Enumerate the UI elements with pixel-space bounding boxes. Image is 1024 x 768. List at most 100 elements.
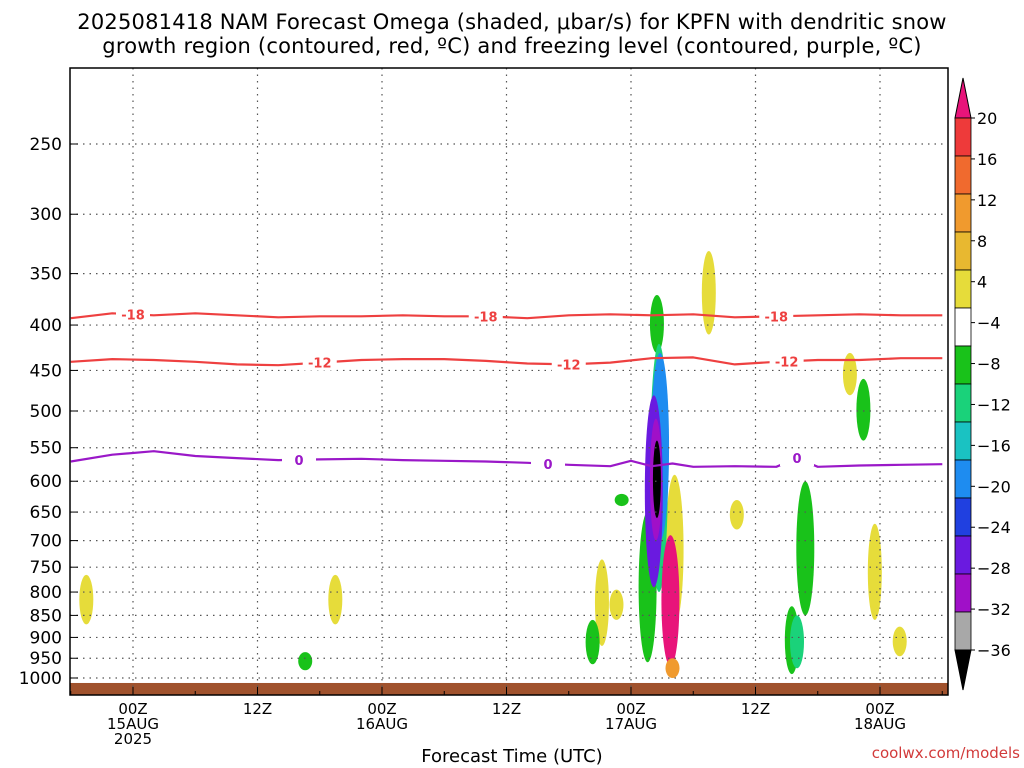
- colorbar-swatch: [954, 383, 972, 423]
- y-tick-label: 350: [30, 265, 62, 285]
- omega-shade-neg6: [585, 619, 600, 665]
- x-tick-label: 15AUG: [107, 715, 159, 733]
- contour-label: -12: [308, 357, 332, 372]
- colorbar-bottom-arrow: [954, 649, 972, 691]
- contour-label-bg: [769, 353, 804, 370]
- omega-shade-neg6: [796, 481, 815, 616]
- x-tick-label: 12Z: [243, 700, 272, 718]
- colorbar-swatch: [954, 459, 972, 499]
- y-tick-label: 550: [30, 439, 62, 459]
- colorbar-label: −16: [977, 436, 1011, 455]
- contour-label: 0: [543, 458, 552, 473]
- y-tick-label: 400: [30, 316, 62, 336]
- contour-label: -12: [775, 355, 799, 370]
- colorbar-swatch: [954, 535, 972, 575]
- omega-shade-neg6: [298, 652, 313, 671]
- omega-shade-neg10: [790, 615, 804, 669]
- omega-shade-16: [661, 535, 680, 667]
- contour-label: -18: [474, 310, 498, 325]
- contour-label-bg: [551, 356, 586, 373]
- colorbar-label: 8: [977, 232, 987, 251]
- contour-label-bg: [531, 455, 565, 472]
- chart-title-line-1: 2025081418 NAM Forecast Omega (shaded, μ…: [77, 10, 947, 34]
- colorbar-label: −4: [977, 314, 1001, 333]
- contour-label: -18: [765, 310, 789, 325]
- contour-label: 0: [792, 452, 801, 467]
- y-tick-label: 250: [30, 135, 62, 155]
- omega-shade-neg6: [856, 378, 871, 441]
- x-tick-label: 00Z: [118, 700, 147, 718]
- omega-shade-6: [892, 626, 907, 657]
- contour-label-bg: [780, 450, 814, 467]
- colorbar-label: −20: [977, 477, 1011, 496]
- y-tick-label: 500: [30, 402, 62, 422]
- colorbar-swatch: [954, 497, 972, 537]
- colorbar-label: −24: [977, 518, 1011, 537]
- y-tick-label: 1000: [19, 669, 62, 689]
- colorbar-swatch: [954, 231, 972, 271]
- colorbar-swatch: [954, 155, 972, 195]
- omega-shade-6: [328, 574, 343, 625]
- omega-shade-neg6: [614, 493, 629, 507]
- chart-title-line-2: growth region (contoured, red, ºC) and f…: [102, 34, 922, 58]
- omega-shade-neg6: [649, 295, 664, 353]
- x-tick-label: 18AUG: [854, 715, 906, 733]
- omega-shade-6: [79, 574, 94, 625]
- x-tick-label: 12Z: [492, 700, 521, 718]
- colorbar-swatch: [954, 421, 972, 461]
- y-tick-label: 750: [30, 558, 62, 578]
- omega-shade-6: [729, 500, 744, 530]
- x-axis-title: Forecast Time (UTC): [421, 746, 603, 767]
- colorbar-label: −8: [977, 355, 1001, 374]
- colorbar-swatch: [954, 307, 972, 347]
- colorbar-swatch: [954, 193, 972, 233]
- y-tick-label: 950: [30, 649, 62, 669]
- x-tick-label: 12Z: [741, 700, 770, 718]
- colorbar-label: −36: [977, 641, 1011, 660]
- y-tick-label: 850: [30, 606, 62, 626]
- colorbar-label: 20: [977, 109, 997, 128]
- x-tick-label: 16AUG: [356, 715, 408, 733]
- omega-shade-6: [701, 250, 716, 335]
- colorbar-top-arrow: [954, 77, 972, 119]
- colorbar-swatch: [954, 345, 972, 385]
- contour-label: -18: [121, 308, 145, 323]
- omega-shade-6: [867, 523, 882, 620]
- colorbar-label: 12: [977, 191, 997, 210]
- x-tick-label: 2025: [114, 730, 152, 748]
- colorbar-swatch: [954, 573, 972, 613]
- contour-label: 0: [294, 454, 303, 469]
- contour-label-bg: [282, 451, 316, 468]
- omega-shade-6: [609, 589, 624, 620]
- omega-shade-6: [594, 559, 609, 646]
- colorbar-label: 4: [977, 273, 987, 292]
- colorbar-label: −28: [977, 559, 1011, 578]
- colorbar-swatch: [954, 269, 972, 309]
- colorbar-label: −12: [977, 395, 1011, 414]
- colorbar-swatch: [954, 117, 972, 157]
- x-tick-label: 17AUG: [605, 715, 657, 733]
- contour-label: -12: [557, 358, 581, 373]
- omega-shade-10: [665, 658, 680, 678]
- omega-shade-neg36: [652, 440, 661, 518]
- colorbar-label: 16: [977, 150, 997, 169]
- x-tick-label: 00Z: [367, 700, 396, 718]
- y-tick-label: 650: [30, 503, 62, 523]
- y-tick-label: 600: [30, 472, 62, 492]
- contour-line: [70, 312, 943, 320]
- x-tick-label: 00Z: [865, 700, 894, 718]
- plot-frame: [69, 67, 949, 696]
- contour-label-bg: [302, 354, 337, 371]
- colorbar-swatch: [954, 611, 972, 651]
- credit-text: coolwx.com/models: [871, 744, 1020, 762]
- y-tick-label: 300: [30, 205, 62, 225]
- y-tick-label: 700: [30, 532, 62, 552]
- contour-label-bg: [468, 308, 503, 325]
- terrain-band: [70, 682, 948, 695]
- x-tick-label: 00Z: [616, 700, 645, 718]
- omega-shade-6: [842, 352, 857, 396]
- colorbar-label: −32: [977, 600, 1011, 619]
- y-tick-label: 800: [30, 583, 62, 603]
- contour-label-bg: [759, 308, 794, 325]
